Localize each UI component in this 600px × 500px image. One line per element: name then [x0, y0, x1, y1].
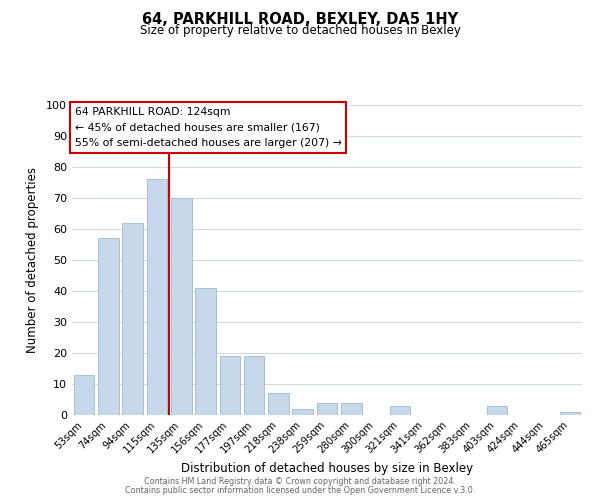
- Text: Contains HM Land Registry data © Crown copyright and database right 2024.: Contains HM Land Registry data © Crown c…: [144, 477, 456, 486]
- Bar: [195, 288, 216, 415]
- Bar: [74, 374, 94, 415]
- Bar: [220, 356, 240, 415]
- Text: Size of property relative to detached houses in Bexley: Size of property relative to detached ho…: [140, 24, 460, 37]
- Bar: [292, 409, 313, 415]
- Bar: [341, 402, 362, 415]
- Bar: [268, 394, 289, 415]
- Bar: [317, 402, 337, 415]
- Text: Contains public sector information licensed under the Open Government Licence v.: Contains public sector information licen…: [125, 486, 475, 495]
- Bar: [171, 198, 191, 415]
- Bar: [146, 180, 167, 415]
- Text: 64 PARKHILL ROAD: 124sqm
← 45% of detached houses are smaller (167)
55% of semi-: 64 PARKHILL ROAD: 124sqm ← 45% of detach…: [74, 106, 341, 148]
- Bar: [98, 238, 119, 415]
- Text: 64, PARKHILL ROAD, BEXLEY, DA5 1HY: 64, PARKHILL ROAD, BEXLEY, DA5 1HY: [142, 12, 458, 28]
- Bar: [487, 406, 508, 415]
- X-axis label: Distribution of detached houses by size in Bexley: Distribution of detached houses by size …: [181, 462, 473, 475]
- Bar: [389, 406, 410, 415]
- Bar: [122, 223, 143, 415]
- Bar: [560, 412, 580, 415]
- Bar: [244, 356, 265, 415]
- Y-axis label: Number of detached properties: Number of detached properties: [26, 167, 39, 353]
